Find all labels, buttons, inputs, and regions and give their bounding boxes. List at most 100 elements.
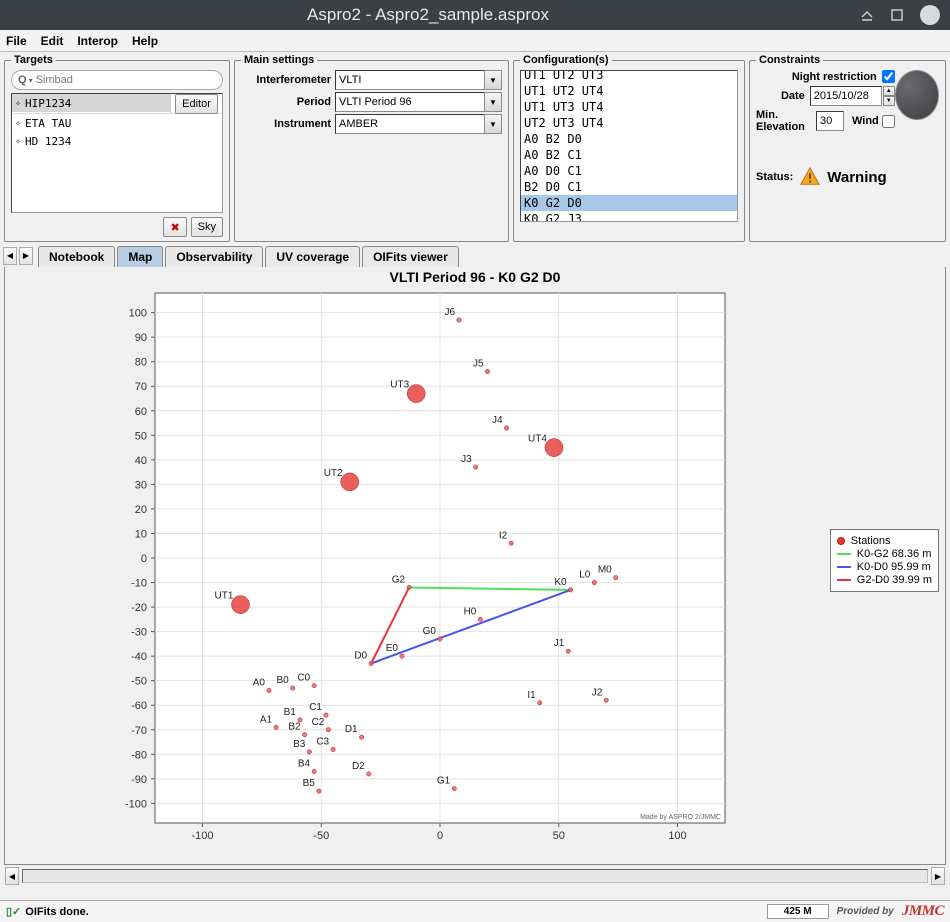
svg-text:C1: C1: [309, 702, 322, 713]
period-label: Period: [241, 96, 331, 108]
maximize-icon[interactable]: [888, 6, 906, 24]
night-checkbox[interactable]: [882, 70, 895, 83]
date-input[interactable]: [810, 86, 882, 106]
window-titlebar: Aspro2 - Aspro2_sample.asprox: [0, 0, 950, 30]
menu-interop[interactable]: Interop: [77, 34, 118, 48]
svg-text:0: 0: [141, 553, 147, 565]
svg-text:-10: -10: [131, 578, 147, 590]
menu-edit[interactable]: Edit: [41, 34, 64, 48]
svg-text:C0: C0: [297, 673, 310, 684]
tab-observability[interactable]: Observability: [165, 246, 263, 267]
svg-text:J3: J3: [461, 454, 472, 465]
chevron-down-icon[interactable]: ▼: [484, 114, 502, 134]
minel-input[interactable]: [816, 111, 844, 131]
tab-scroll-right[interactable]: ▶: [19, 247, 33, 265]
period-select[interactable]: [335, 92, 485, 112]
svg-text:I1: I1: [527, 690, 536, 701]
legend-line-icon: [837, 553, 851, 555]
remove-target-button[interactable]: ✖: [163, 217, 186, 237]
svg-text:90: 90: [135, 332, 147, 344]
compass-icon: [895, 70, 939, 120]
legend-stations-label: Stations: [851, 535, 891, 547]
warning-icon: [799, 166, 821, 188]
hscroll-right[interactable]: ▶: [931, 867, 945, 885]
status-message: OIFits done.: [25, 906, 89, 918]
svg-text:30: 30: [135, 479, 147, 491]
constraints-legend: Constraints: [756, 54, 823, 66]
minimize-icon[interactable]: [858, 6, 876, 24]
tab-bar: Notebook Map Observability UV coverage O…: [38, 246, 944, 267]
svg-text:B5: B5: [303, 778, 316, 789]
jmmc-logo: JMMC: [902, 903, 944, 920]
config-item[interactable]: B2 D0 C1: [521, 179, 737, 195]
chevron-down-icon[interactable]: ▼: [484, 92, 502, 112]
svg-text:B1: B1: [284, 707, 297, 718]
svg-text:-50: -50: [131, 676, 147, 688]
svg-text:50: 50: [135, 430, 147, 442]
search-icon: Q: [18, 74, 27, 86]
config-item[interactable]: K0 G2 D0: [521, 195, 737, 211]
date-down[interactable]: ▼: [883, 96, 895, 106]
config-item[interactable]: A0 B2 C1: [521, 147, 737, 163]
tab-notebook[interactable]: Notebook: [38, 246, 115, 267]
target-row[interactable]: ✧ETA TAU: [12, 114, 222, 132]
svg-text:-60: -60: [131, 700, 147, 712]
svg-text:UT3: UT3: [390, 380, 409, 391]
config-item[interactable]: UT1 UT2 UT4: [521, 83, 737, 99]
chart-area: VLTI Period 96 - K0 G2 D0 -100-90-80-70-…: [4, 267, 946, 865]
chevron-down-icon[interactable]: ▼: [484, 70, 502, 90]
targets-list[interactable]: ✧HIP1234 Editor ✧ETA TAU ✧HD 1234: [11, 93, 223, 213]
user-avatar[interactable]: [920, 5, 940, 25]
svg-text:D1: D1: [345, 724, 358, 735]
svg-text:B3: B3: [293, 739, 306, 750]
hscroll-track[interactable]: [22, 869, 928, 883]
search-input[interactable]: [36, 74, 216, 86]
target-row[interactable]: ✧HD 1234: [12, 132, 222, 150]
interferometer-select[interactable]: [335, 70, 485, 90]
config-item[interactable]: UT1 UT2 UT3: [521, 70, 737, 83]
tab-map[interactable]: Map: [117, 246, 163, 267]
svg-text:K0: K0: [554, 577, 567, 588]
constraints-panel: Constraints Night restriction Date▲▼ Min…: [749, 54, 946, 242]
tab-oifits[interactable]: OIFits viewer: [362, 246, 459, 267]
wind-checkbox[interactable]: [882, 115, 895, 128]
configurations-list[interactable]: UT1 UT2 UT3UT1 UT2 UT4UT1 UT3 UT4UT2 UT3…: [520, 70, 738, 222]
svg-text:J4: J4: [492, 415, 503, 426]
target-row[interactable]: ✧HIP1234: [12, 94, 170, 112]
svg-text:B4: B4: [298, 758, 311, 769]
svg-text:-100: -100: [191, 830, 213, 842]
status-value: Warning: [827, 169, 886, 186]
provided-by-label: Provided by: [837, 906, 894, 917]
filter-icon[interactable]: ▾: [29, 76, 33, 85]
hscroll-left[interactable]: ◀: [5, 867, 19, 885]
tab-scroll-left[interactable]: ◀: [3, 247, 17, 265]
svg-text:70: 70: [135, 381, 147, 393]
config-item[interactable]: A0 B2 D0: [521, 131, 737, 147]
svg-text:60: 60: [135, 406, 147, 418]
svg-text:J2: J2: [592, 687, 603, 698]
tab-uvcoverage[interactable]: UV coverage: [265, 246, 360, 267]
svg-text:C3: C3: [316, 736, 329, 747]
menu-help[interactable]: Help: [132, 34, 158, 48]
chart-legend: StationsK0-G2 68.36 mK0-D0 95.99 mG2-D0 …: [830, 529, 939, 592]
main-settings-panel: Main settings Interferometer ▼ Period ▼ …: [234, 54, 509, 242]
legend-dot-icon: [837, 537, 845, 545]
config-item[interactable]: UT2 UT3 UT4: [521, 115, 737, 131]
date-up[interactable]: ▲: [883, 86, 895, 96]
legend-baseline-label: K0-D0 95.99 m: [857, 561, 931, 573]
status-label: Status:: [756, 171, 793, 183]
status-bar: ▯✓ OIFits done. 425 M Provided by JMMC: [0, 900, 950, 922]
config-item[interactable]: A0 D0 C1: [521, 163, 737, 179]
sky-button[interactable]: Sky: [191, 217, 223, 237]
status-row: Status: Warning: [756, 166, 939, 188]
targets-legend: Targets: [11, 54, 56, 66]
configurations-panel: Configuration(s) UT1 UT2 UT3UT1 UT2 UT4U…: [513, 54, 745, 242]
legend-baseline-label: G2-D0 39.99 m: [857, 574, 932, 586]
svg-text:-50: -50: [313, 830, 329, 842]
instrument-select[interactable]: [335, 114, 485, 134]
config-item[interactable]: UT1 UT3 UT4: [521, 99, 737, 115]
svg-text:H0: H0: [464, 606, 477, 617]
editor-button[interactable]: Editor: [175, 94, 218, 114]
config-item[interactable]: K0 G2 J3: [521, 211, 737, 222]
menu-file[interactable]: File: [6, 34, 27, 48]
